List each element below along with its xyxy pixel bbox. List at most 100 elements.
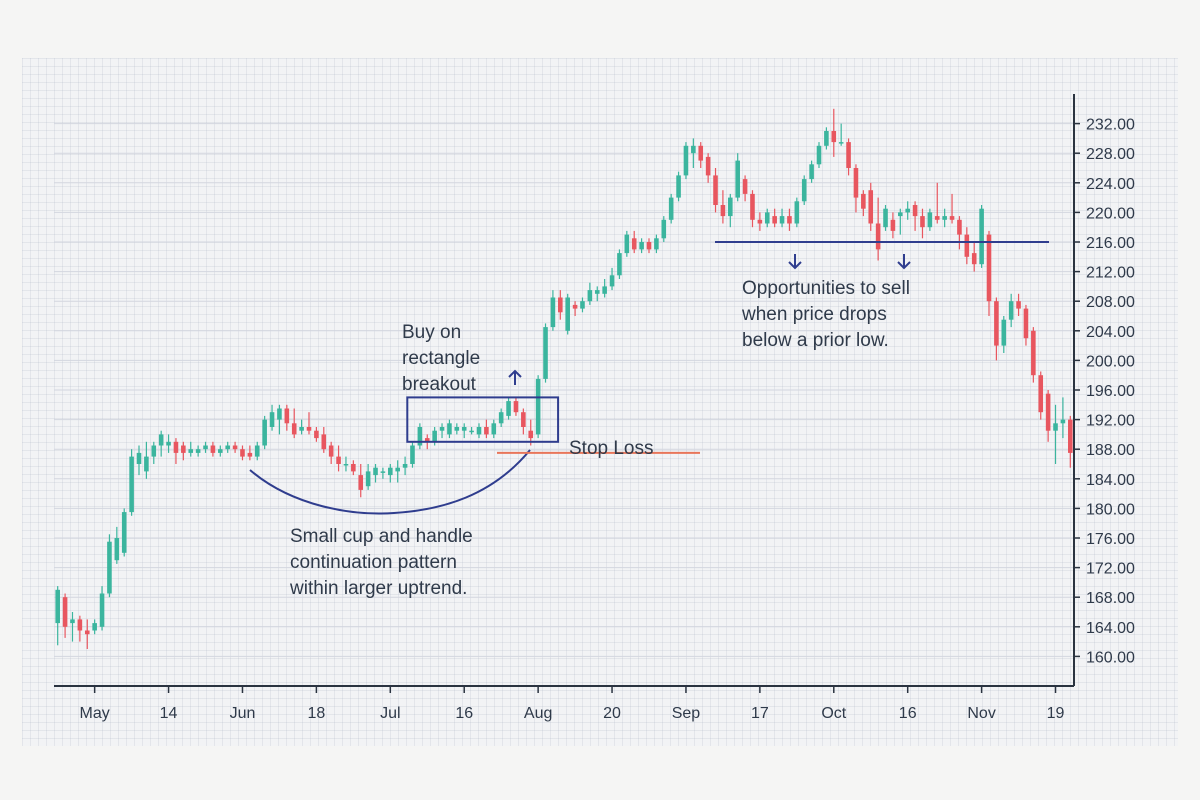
candle [328, 441, 334, 464]
candle-body [713, 175, 718, 205]
candle-body [875, 223, 881, 250]
candle [831, 108, 837, 157]
candle-body [787, 216, 792, 224]
candle-body [1023, 308, 1029, 339]
candle-body [986, 234, 992, 302]
candle [646, 238, 652, 254]
candle [1060, 397, 1066, 439]
y-tick-label: 180.00 [1086, 501, 1135, 518]
candle [594, 286, 600, 302]
chart-card: Buy on rectangle breakout Stop Loss Smal… [22, 58, 1178, 746]
candle [447, 419, 452, 439]
y-tick-label: 232.00 [1086, 117, 1135, 134]
y-tick-label: 224.00 [1086, 176, 1135, 193]
candle [691, 138, 696, 168]
candle [602, 279, 607, 298]
candle [875, 197, 881, 261]
candle [853, 164, 859, 213]
candle [971, 242, 977, 272]
candle [668, 193, 674, 224]
candle [979, 205, 984, 268]
candle [166, 434, 171, 453]
candle-body [979, 208, 984, 265]
candle-body [513, 401, 519, 413]
candle [654, 234, 659, 254]
candle-body [77, 619, 83, 631]
candle [151, 441, 157, 464]
annotations: Buy on rectangle breakout Stop Loss Smal… [249, 241, 1049, 599]
candle [787, 208, 792, 231]
candle [380, 467, 386, 479]
candle [55, 586, 60, 646]
candle [114, 526, 120, 564]
buy-annotation-line-1: Buy on [402, 322, 461, 343]
candle-body [742, 179, 748, 194]
buy-annotation-line-3: breakout [402, 374, 477, 395]
candle-body [949, 216, 955, 220]
candle [1045, 390, 1051, 442]
candle-body [373, 467, 378, 476]
candle-body [92, 623, 97, 631]
candle-body [484, 427, 489, 435]
candle-body [225, 445, 230, 450]
candle [1023, 304, 1029, 346]
candle [321, 427, 327, 453]
candle [262, 415, 267, 450]
candle [824, 127, 829, 150]
candle-body [358, 475, 364, 490]
candle [683, 142, 689, 180]
candle-body [934, 216, 940, 220]
candle-body [195, 449, 201, 453]
candle-body [617, 253, 622, 276]
candle-body [920, 216, 925, 228]
candle [521, 408, 526, 435]
candle-body [698, 145, 704, 161]
candle-body [454, 427, 460, 431]
x-tick-label: 16 [899, 705, 917, 722]
candle-body [654, 238, 659, 250]
candle-body [794, 201, 800, 224]
candle-body [831, 131, 837, 143]
candle-body [1031, 330, 1036, 376]
candle-body [543, 327, 548, 379]
candle-body [188, 449, 194, 453]
candlestick-chart: Buy on rectangle breakout Stop Loss Smal… [54, 94, 1135, 722]
candle-body [240, 449, 245, 457]
candle-body [1001, 319, 1007, 346]
candle-body [70, 619, 75, 624]
x-tick-label: Oct [821, 705, 846, 722]
candle [395, 460, 400, 483]
x-tick-label: Jun [230, 705, 256, 722]
candle [365, 464, 371, 490]
y-tick-label: 192.00 [1086, 413, 1135, 430]
candle [934, 182, 940, 224]
candle-body [898, 212, 903, 217]
candle-body [720, 205, 726, 217]
y-tick-label: 208.00 [1086, 294, 1135, 311]
candle [580, 297, 585, 313]
candle-body [181, 445, 186, 453]
candle [846, 138, 851, 176]
candle-body [262, 419, 267, 446]
candle-body [306, 427, 312, 431]
candle [188, 441, 194, 457]
candle [735, 153, 740, 202]
candle-body [469, 430, 474, 433]
candle-body [1060, 419, 1066, 424]
candle [247, 445, 253, 461]
candle [225, 441, 230, 453]
candle-body [550, 297, 556, 328]
candle-body [314, 430, 319, 439]
candle [439, 423, 445, 439]
candle [195, 445, 201, 457]
candle [314, 427, 319, 442]
candle-body [365, 471, 371, 487]
y-tick-label: 184.00 [1086, 472, 1135, 489]
candle [1038, 371, 1044, 420]
sell-annotation-line-1: Opportunities to sell [742, 278, 910, 299]
y-tick-label: 220.00 [1086, 205, 1135, 222]
candle-body [439, 427, 445, 431]
candle-body [868, 190, 874, 224]
x-tick-label: Sep [672, 705, 701, 722]
y-tick-label: 200.00 [1086, 353, 1135, 370]
